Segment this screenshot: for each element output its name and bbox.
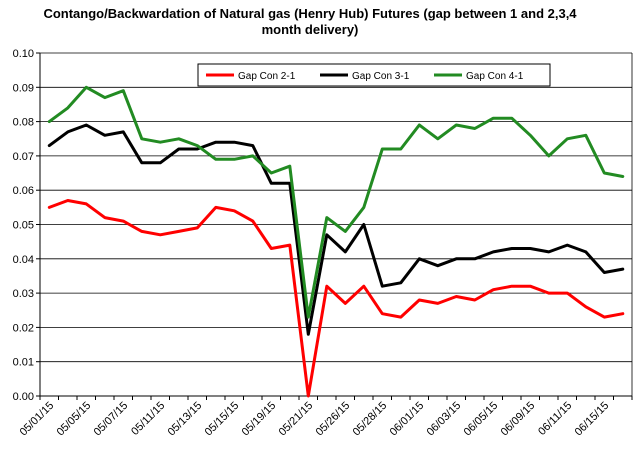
y-tick-label: 0.03 [13,288,34,300]
y-tick-label: 0.06 [13,185,34,197]
x-tick-label: 06/03/15 [425,400,464,439]
y-tick-label: 0.04 [13,254,34,266]
y-tick-label: 0.07 [13,151,34,163]
y-tick-label: 0.10 [13,48,34,60]
x-tick-label: 05/15/15 [203,400,242,439]
x-axis-tick-labels: 05/01/1505/05/1505/07/1505/11/1505/13/15… [18,400,612,439]
gridlines [40,52,632,397]
y-tick-label: 0.01 [13,357,34,369]
x-tick-label: 06/09/15 [499,400,538,439]
x-tick-label: 05/07/15 [92,400,131,439]
y-tick-label: 0.05 [13,220,34,232]
legend-label: Gap Con 3-1 [352,71,410,82]
axes [36,52,633,400]
x-tick-label: 05/01/15 [18,400,57,439]
x-tick-label: 05/26/15 [314,400,353,439]
series-lines [47,85,625,398]
x-tick-label: 06/15/15 [573,400,612,439]
y-tick-label: 0.09 [13,82,34,94]
x-tick-label: 05/11/15 [129,400,167,438]
y-tick-label: 0.00 [13,391,34,403]
legend: Gap Con 2-1 Gap Con 3-1 Gap Con 4-1 [197,63,551,87]
legend-box [197,63,551,87]
x-tick-label: 06/01/15 [388,400,427,439]
series-line-2 [47,85,625,319]
x-tick-label: 05/05/15 [55,400,94,439]
legend-label: Gap Con 2-1 [238,71,296,82]
x-tick-label: 06/11/15 [536,400,574,438]
y-tick-label: 0.02 [13,322,34,334]
legend-label: Gap Con 4-1 [466,71,524,82]
series-line-0 [47,199,625,398]
series-line-1 [47,123,625,336]
x-tick-label: 05/19/15 [240,400,279,439]
y-axis-tick-labels: 0.00 0.01 0.02 0.03 0.04 0.05 0.06 0.07 0.08 0.09… [13,48,34,403]
chart-title: Contango/Backwardation of Natural gas (H… [43,6,577,37]
x-tick-label: 05/28/15 [351,400,390,439]
x-tick-label: 05/21/15 [277,400,316,439]
x-tick-label: 05/13/15 [166,400,205,439]
y-tick-label: 0.08 [13,117,34,129]
x-tick-label: 06/05/15 [462,400,501,439]
